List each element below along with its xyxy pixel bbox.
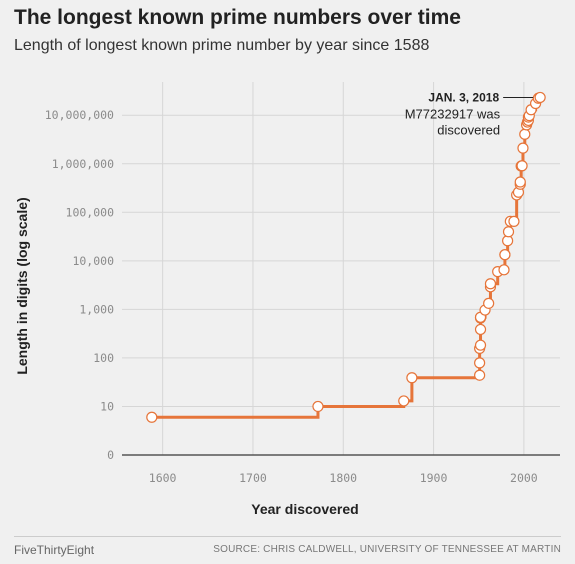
data-point bbox=[146, 411, 158, 423]
annotation-line-2: discovered bbox=[437, 122, 500, 137]
x-tick-label: 1600 bbox=[149, 471, 177, 485]
brand-label: FiveThirtyEight bbox=[14, 543, 95, 557]
data-point bbox=[312, 400, 324, 413]
x-tick-label: 1800 bbox=[329, 471, 357, 485]
data-point bbox=[484, 278, 497, 290]
data-point bbox=[483, 297, 495, 309]
data-point bbox=[398, 395, 410, 407]
data-point bbox=[502, 226, 515, 238]
y-tick-label: 10,000 bbox=[72, 254, 114, 268]
data-point bbox=[519, 128, 531, 140]
y-axis-title: Length in digits (log scale) bbox=[14, 197, 30, 374]
y-tick-label: 10 bbox=[100, 399, 114, 413]
footer-divider bbox=[14, 536, 561, 537]
annotation-line-1: M77232917 was bbox=[405, 106, 501, 121]
data-point bbox=[534, 91, 546, 104]
series-points-layer bbox=[146, 91, 546, 423]
data-point bbox=[514, 176, 526, 188]
y-tick-label: 100,000 bbox=[66, 205, 115, 219]
chart-subtitle: Length of longest known prime number by … bbox=[14, 37, 430, 54]
x-tick-label: 1700 bbox=[239, 471, 267, 485]
source-label: SOURCE: CHRIS CALDWELL, UNIVERSITY OF TE… bbox=[213, 544, 561, 555]
series-line-layer bbox=[151, 96, 542, 419]
data-point bbox=[406, 372, 418, 384]
data-point bbox=[517, 142, 529, 154]
y-tick-label: 1,000 bbox=[79, 302, 114, 316]
data-point bbox=[474, 357, 486, 369]
y-tick-label: 0 bbox=[107, 448, 114, 462]
data-point bbox=[499, 249, 511, 261]
x-tick-label: 2000 bbox=[510, 471, 538, 485]
series-line bbox=[151, 96, 542, 419]
x-axis-title: Year discovered bbox=[251, 501, 358, 517]
tick-labels: 1600 1700 1800 1900 2000 0 10 100 1,000 10,000 100… bbox=[45, 108, 538, 485]
y-tick-label: 10,000,000 bbox=[45, 108, 114, 122]
data-point bbox=[474, 323, 487, 336]
data-point bbox=[498, 264, 510, 276]
data-point bbox=[474, 339, 487, 351]
annotation-date: JAN. 3, 2018 bbox=[428, 90, 499, 104]
data-point bbox=[516, 160, 528, 172]
y-tick-label: 1,000,000 bbox=[52, 157, 114, 171]
y-tick-label: 100 bbox=[93, 351, 114, 365]
data-point bbox=[508, 215, 520, 227]
x-tick-label: 1900 bbox=[420, 471, 448, 485]
grid-layer bbox=[122, 82, 560, 456]
annotation-layer: JAN. 3, 2018 M77232917 was discovered bbox=[405, 90, 534, 137]
chart-title: The longest known prime numbers over tim… bbox=[14, 6, 461, 29]
data-point bbox=[474, 369, 486, 381]
